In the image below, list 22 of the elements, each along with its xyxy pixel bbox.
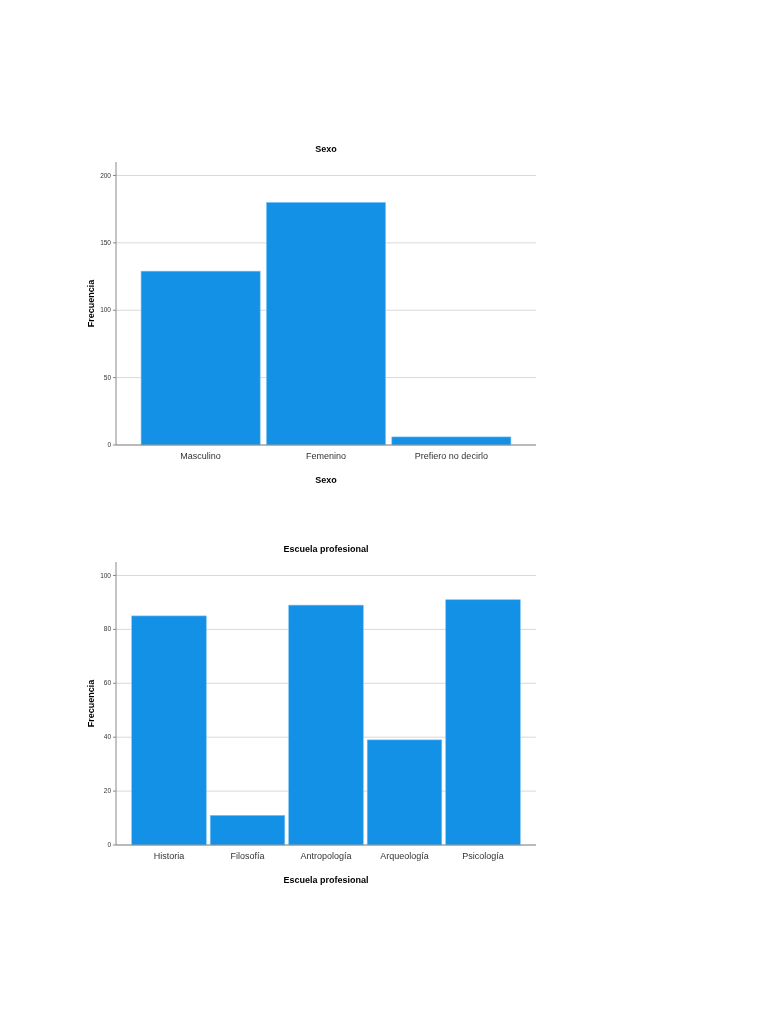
x-tick-label: Antropología	[300, 851, 352, 861]
bar	[391, 436, 512, 446]
chart-title: Sexo	[315, 144, 338, 154]
y-axis-title: Frecuencia	[86, 278, 96, 328]
bar	[445, 599, 521, 846]
x-axis-title: Escuela profesional	[283, 875, 369, 885]
bar	[288, 604, 364, 846]
x-tick-label: Masculino	[180, 451, 221, 461]
bar	[140, 270, 261, 446]
bar	[209, 815, 286, 846]
x-tick-label: Psicología	[462, 851, 504, 861]
bar	[266, 202, 386, 446]
bar	[366, 739, 443, 846]
x-tick-label: Historia	[153, 851, 185, 861]
bar	[131, 615, 207, 846]
x-axis-title: Sexo	[315, 475, 338, 485]
y-axis-title: Frecuencia	[86, 678, 96, 728]
chart-title: Escuela profesional	[283, 544, 369, 554]
x-tick-label: Filosofía	[230, 851, 265, 861]
x-tick-label: Femenino	[305, 451, 347, 461]
x-tick-label: Prefiero no decirlo	[414, 451, 488, 461]
x-tick-label: Arqueología	[380, 851, 429, 861]
